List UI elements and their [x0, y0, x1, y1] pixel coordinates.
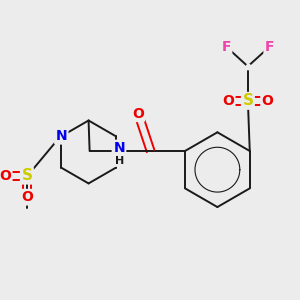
Text: O: O — [21, 190, 33, 204]
Text: O: O — [132, 106, 144, 121]
Text: N: N — [56, 129, 67, 143]
Text: S: S — [242, 93, 253, 108]
Text: O: O — [222, 94, 234, 108]
Text: S: S — [21, 168, 32, 183]
Text: O: O — [0, 169, 11, 183]
Text: F: F — [221, 40, 231, 54]
Text: N: N — [113, 141, 125, 155]
Text: O: O — [262, 94, 274, 108]
Text: H: H — [115, 156, 124, 166]
Text: F: F — [265, 40, 274, 54]
